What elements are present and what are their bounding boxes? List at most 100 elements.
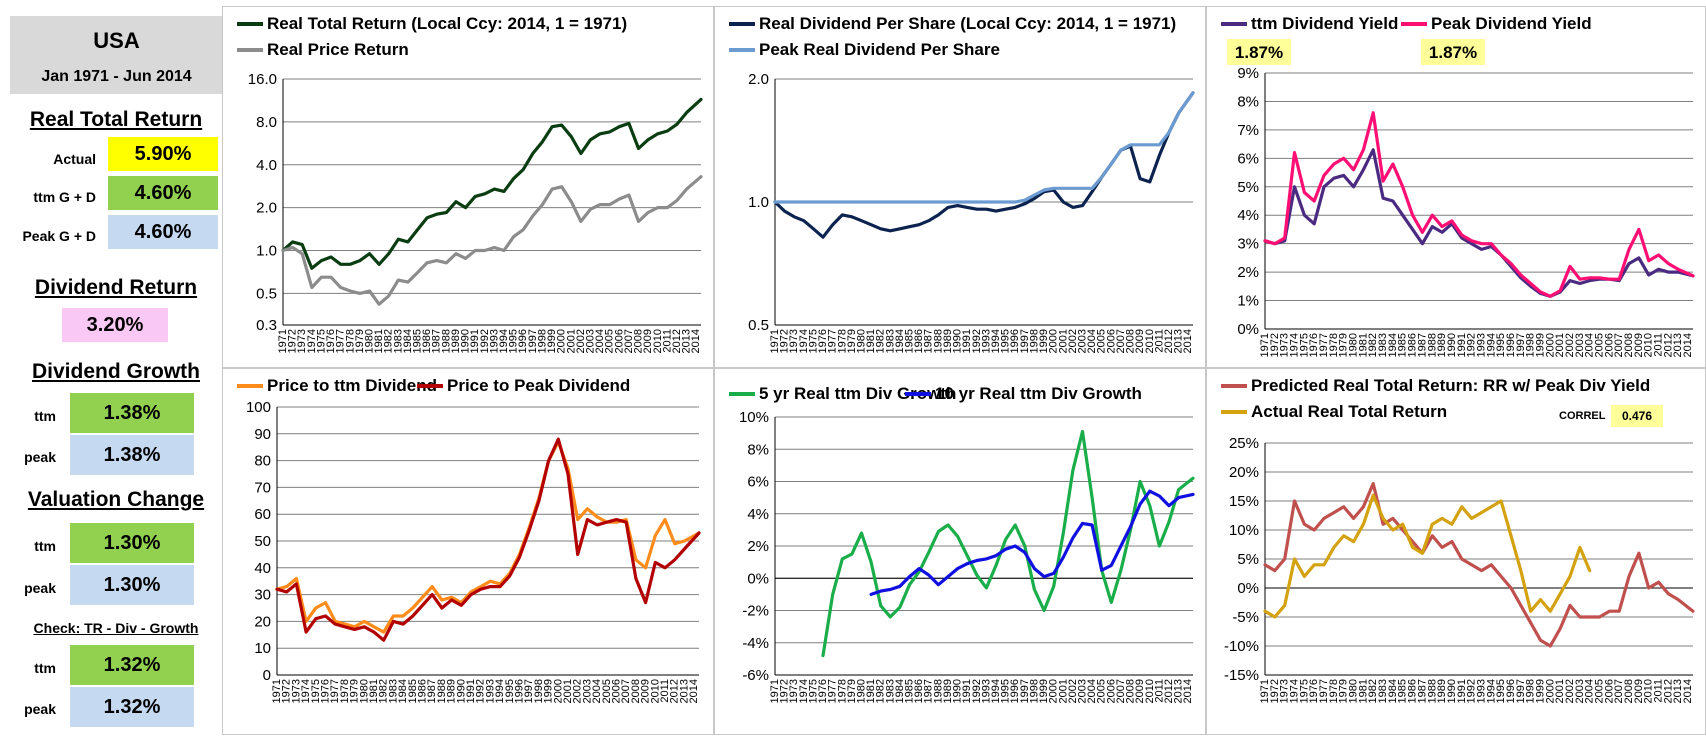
x-tick-label: 1971: [1259, 679, 1271, 703]
x-tick-label: 1974: [1289, 679, 1301, 703]
y-tick-label: -10%: [1224, 638, 1259, 655]
x-tick-label: 1998: [1028, 329, 1040, 353]
x-tick-label: 1991: [469, 329, 481, 353]
x-tick-label: 2005: [1594, 333, 1606, 357]
row-label-vc-ttm: ttm: [34, 538, 56, 554]
x-tick-label: 2007: [620, 679, 632, 703]
x-tick-label: 1984: [402, 329, 414, 353]
x-tick-label: 1987: [923, 329, 935, 353]
x-tick-label: 2001: [1554, 333, 1566, 357]
x-tick-label: 2005: [604, 329, 616, 353]
x-tick-label: 2000: [556, 329, 568, 353]
x-tick-label: 1991: [961, 679, 973, 703]
value-dividend-return: 3.20%: [62, 308, 168, 342]
x-tick-label: 1973: [296, 329, 308, 353]
y-tick-label: 5%: [1237, 551, 1259, 568]
x-tick-label: 2004: [1086, 679, 1098, 703]
x-tick-label: 1976: [320, 679, 332, 703]
x-tick-label: 2010: [1144, 679, 1156, 703]
x-tick-label: 1983: [1377, 679, 1389, 703]
x-tick-label: 1990: [460, 329, 472, 353]
series-line-1: [773, 91, 1195, 239]
x-tick-label: 1986: [913, 329, 925, 353]
x-tick-label: 1993: [1475, 333, 1487, 357]
y-tick-label: -4%: [742, 635, 769, 652]
x-tick-label: 1976: [1308, 679, 1320, 703]
x-tick-label: 1983: [1377, 333, 1389, 357]
y-tick-label: 2%: [1237, 264, 1259, 281]
x-tick-label: 1989: [450, 329, 462, 353]
x-tick-label: 2000: [1048, 329, 1060, 353]
x-tick-label: 2008: [1623, 679, 1635, 703]
y-tick-label: 0%: [1237, 580, 1259, 597]
row-label-actual: Actual: [53, 151, 96, 167]
yield-badge: [1227, 39, 1291, 65]
x-tick-label: 2013: [1672, 333, 1684, 357]
chart-price-to-dividend: 1009080706050403020100197119721973197419…: [237, 376, 701, 703]
x-tick-label: 2012: [669, 679, 681, 703]
series-line-1: [821, 429, 1195, 658]
yield-badge-value: 1.87%: [1429, 43, 1477, 62]
x-tick-label: 1996: [514, 679, 526, 703]
x-tick-label: 1986: [1407, 333, 1419, 357]
x-tick-label: 2002: [1564, 679, 1576, 703]
x-tick-label: 2011: [1153, 329, 1165, 353]
chart-div-growth: 10%8%6%4%2%0%-2%-4%-6%197119721973197419…: [729, 384, 1195, 703]
x-tick-label: 1977: [827, 679, 839, 703]
y-tick-label: 0%: [1237, 321, 1259, 338]
x-tick-label: 1982: [1367, 679, 1379, 703]
x-tick-label: 1972: [287, 329, 299, 353]
x-tick-label: 1987: [923, 679, 935, 703]
y-tick-label: 2%: [747, 538, 769, 555]
x-tick-label: 1978: [836, 679, 848, 703]
x-tick-label: 1976: [817, 679, 829, 703]
x-tick-label: 2005: [1096, 329, 1108, 353]
x-tick-label: 2011: [1653, 333, 1665, 357]
x-tick-label: 2006: [1603, 333, 1615, 357]
y-tick-label: 30: [254, 587, 271, 604]
x-tick-label: 1996: [1505, 679, 1517, 703]
x-tick-label: 2003: [1574, 333, 1586, 357]
x-tick-label: 1993: [1475, 679, 1487, 703]
x-tick-label: 1996: [1009, 679, 1021, 703]
x-tick-label: 1983: [387, 679, 399, 703]
x-tick-label: 2010: [1643, 679, 1655, 703]
x-tick-label: 1997: [1019, 329, 1031, 353]
x-tick-label: 1977: [827, 329, 839, 353]
x-tick-label: 2002: [1067, 679, 1079, 703]
y-tick-label: 25%: [1229, 435, 1259, 452]
x-tick-label: 1984: [1387, 679, 1399, 703]
chart-panel-price-to-dividend: 100 90 80 70 60 50 40 30 20 10 0 1971 1972 1973 1974 19…: [222, 368, 714, 735]
x-tick-label: 1975: [807, 679, 819, 703]
x-tick-label: 2001: [1057, 329, 1069, 353]
legend-label: Peak Dividend Yield: [1431, 14, 1592, 33]
y-tick-label: 4.0: [256, 157, 277, 174]
x-tick-label: 2002: [1564, 333, 1576, 357]
series-line-2: [869, 489, 1195, 596]
x-tick-label: 1998: [1525, 679, 1537, 703]
x-tick-label: 2013: [681, 329, 693, 353]
x-tick-label: 2004: [1086, 329, 1098, 353]
x-tick-label: 1995: [1000, 679, 1012, 703]
y-tick-label: -15%: [1224, 667, 1259, 684]
x-tick-label: 1989: [446, 679, 458, 703]
y-tick-label: 1%: [1237, 293, 1259, 310]
x-tick-label: 2013: [1173, 679, 1185, 703]
x-tick-label: 2007: [1115, 329, 1127, 353]
x-tick-label: 2000: [1544, 333, 1556, 357]
x-tick-label: 1995: [508, 329, 520, 353]
x-tick-label: 1977: [335, 329, 347, 353]
x-tick-label: 1990: [952, 679, 964, 703]
x-tick-label: 1990: [952, 329, 964, 353]
row-label-vc-peak: peak: [24, 580, 56, 596]
x-tick-label: 1988: [436, 679, 448, 703]
legend-label: Actual Real Total Return: [1251, 402, 1447, 421]
row-label-check-peak: peak: [24, 701, 56, 717]
x-tick-label: 2011: [1653, 679, 1665, 703]
x-tick-label: 2010: [1643, 333, 1655, 357]
x-tick-label: 1977: [1318, 333, 1330, 357]
legend-label: Price to ttm Dividend: [267, 376, 437, 395]
x-tick-label: 1973: [1279, 679, 1291, 703]
value-peak-g-d: 4.60%: [108, 215, 218, 249]
x-tick-label: 2006: [611, 679, 623, 703]
